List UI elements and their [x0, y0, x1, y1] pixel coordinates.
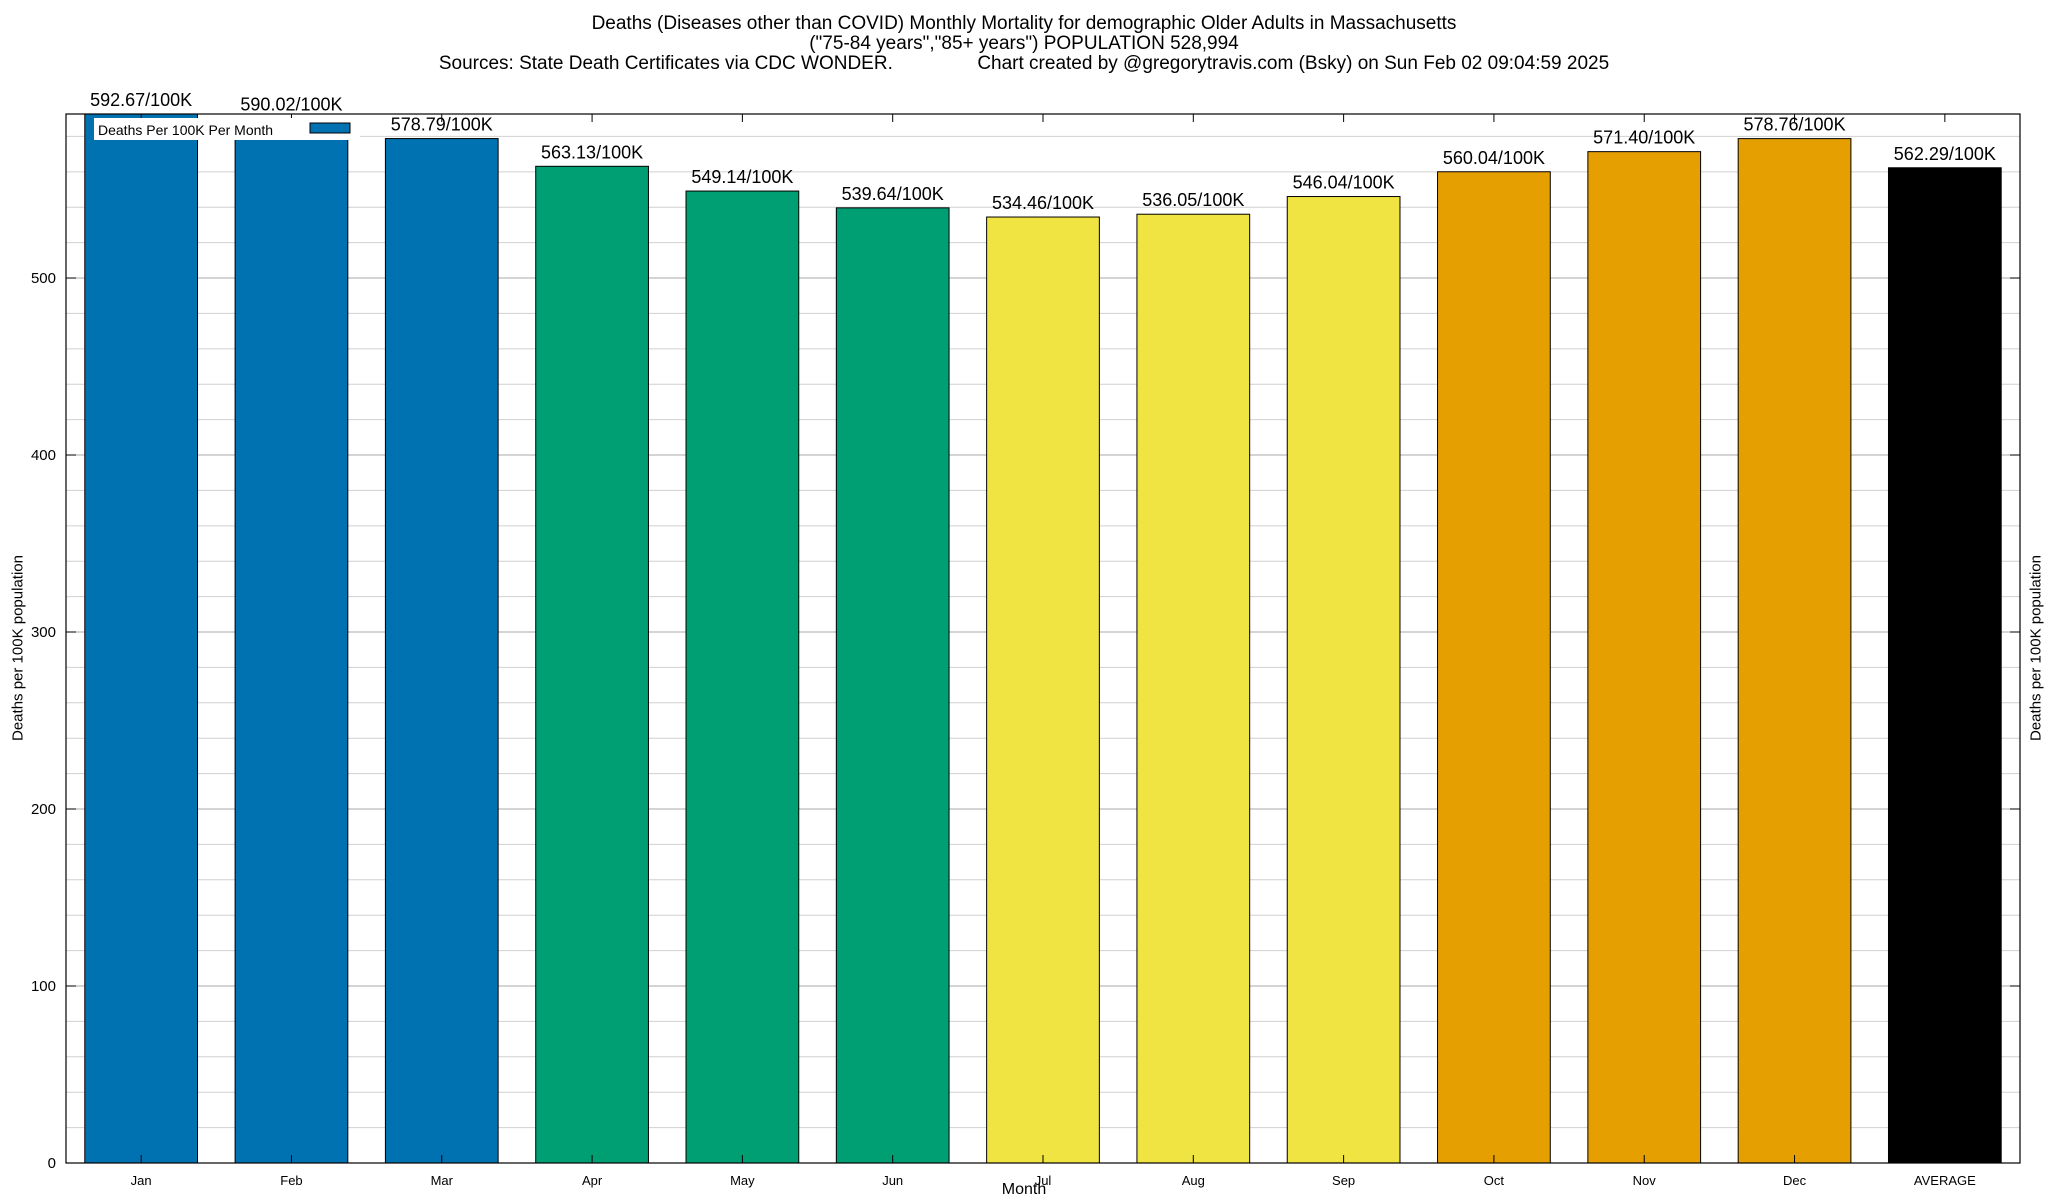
legend-swatch — [309, 122, 351, 134]
bar-value-label: 549.14/100K — [691, 167, 793, 187]
bar — [986, 216, 1100, 1164]
x-tick-label: Apr — [582, 1173, 603, 1188]
y-axis-label-right: Deaths per 100K population — [2027, 555, 2045, 741]
bar-value-label: 578.79/100K — [391, 115, 493, 135]
chart-title: Deaths (Diseases other than COVID) Month… — [591, 13, 1457, 34]
bar — [1437, 171, 1551, 1164]
chart-subtitle: ("75-84 years","85+ years") POPULATION 5… — [809, 33, 1239, 54]
bar — [1737, 138, 1852, 1164]
y-tick-label: 200 — [31, 801, 56, 818]
bar — [1286, 196, 1401, 1164]
bar — [234, 118, 349, 1164]
bar-value-label: 562.29/100K — [1894, 144, 1996, 164]
bar-value-label: 534.46/100K — [992, 193, 1094, 213]
legend-label: Deaths Per 100K Per Month — [98, 122, 273, 138]
legend-box — [94, 118, 360, 140]
x-tick-label: AVERAGE — [1914, 1173, 1976, 1188]
x-tick-label: Feb — [280, 1173, 302, 1188]
bar-value-label: 563.13/100K — [541, 142, 643, 162]
bar — [1887, 167, 2002, 1164]
bar-value-label: 546.04/100K — [1293, 173, 1395, 193]
y-tick-label: 400 — [31, 447, 56, 464]
x-tick-label: Mar — [431, 1173, 454, 1188]
bar-value-label: 571.40/100K — [1593, 128, 1695, 148]
chart-title-block: Deaths (Diseases other than COVID) Month… — [0, 14, 2048, 74]
x-tick-label: Jun — [882, 1173, 903, 1188]
y-tick-label: 100 — [31, 978, 56, 995]
bar-value-label: 536.05/100K — [1142, 190, 1244, 210]
bar-value-label: 539.64/100K — [842, 184, 944, 204]
bar — [685, 190, 800, 1164]
x-tick-label: Sep — [1332, 1173, 1355, 1188]
bar-value-label: 578.76/100K — [1743, 115, 1845, 135]
x-tick-label: Jul — [1035, 1173, 1052, 1188]
bar-value-label: 592.67/100K — [90, 90, 192, 110]
bar — [535, 165, 649, 1164]
x-tick-label: Nov — [1633, 1173, 1657, 1188]
x-tick-label: May — [730, 1173, 755, 1188]
x-tick-label: Jan — [131, 1173, 152, 1188]
bar — [1587, 151, 1702, 1164]
y-tick-label: 500 — [31, 270, 56, 287]
y-tick-label: 0 — [48, 1155, 56, 1172]
y-tick-label: 300 — [31, 624, 56, 641]
bar — [835, 207, 950, 1164]
bar — [1136, 213, 1251, 1164]
chart-source-line: Sources: State Death Certificates via CD… — [438, 53, 1610, 74]
x-tick-label: Oct — [1484, 1173, 1505, 1188]
x-tick-label: Dec — [1783, 1173, 1807, 1188]
x-axis-label: Month — [1001, 1181, 1047, 1198]
bar-value-label: 560.04/100K — [1443, 148, 1545, 168]
bar — [84, 113, 199, 1164]
bar-value-label: 590.02/100K — [240, 95, 342, 115]
bar — [384, 138, 499, 1164]
x-tick-label: Aug — [1182, 1173, 1205, 1188]
y-axis-label-left: Deaths per 100K population — [9, 555, 27, 741]
